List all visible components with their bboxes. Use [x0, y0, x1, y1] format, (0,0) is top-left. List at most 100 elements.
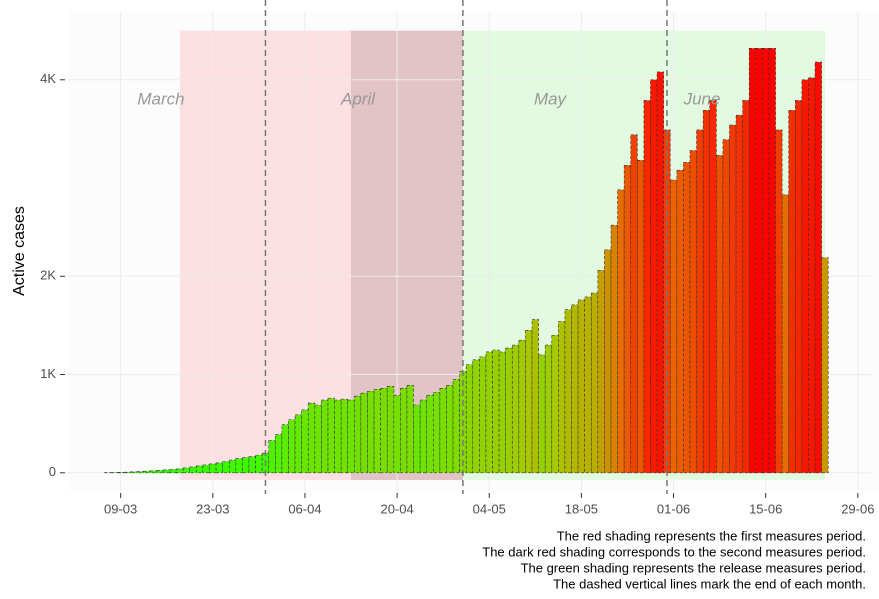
bar	[716, 155, 724, 474]
bar	[367, 390, 375, 474]
bar	[584, 296, 592, 474]
bar	[479, 356, 487, 474]
y-axis-label: Active cases	[11, 206, 28, 296]
bar	[597, 270, 605, 474]
bar	[149, 470, 158, 474]
bar	[393, 394, 401, 474]
bar	[400, 388, 408, 474]
bar	[748, 48, 757, 474]
bar	[169, 469, 177, 474]
bar	[564, 309, 572, 474]
bar	[577, 299, 585, 474]
bar	[590, 292, 599, 474]
bar	[143, 470, 151, 474]
bar	[452, 379, 460, 474]
bar	[307, 402, 316, 474]
bar	[808, 77, 816, 474]
bar	[176, 468, 184, 474]
bar	[795, 100, 803, 474]
month-label: June	[683, 89, 721, 108]
bar	[294, 414, 302, 474]
caption: The green shading represents the release…	[521, 560, 866, 575]
bar	[215, 462, 223, 474]
bar	[485, 351, 493, 474]
bar	[426, 394, 434, 474]
bar	[242, 457, 250, 474]
y-tick-label: 2K	[40, 268, 56, 283]
bar	[163, 469, 171, 474]
bar	[386, 386, 395, 474]
bar	[498, 351, 507, 474]
bar	[683, 162, 691, 474]
x-tick-label: 18-05	[565, 501, 598, 516]
bar	[235, 458, 243, 474]
bar	[696, 129, 704, 474]
bar	[130, 471, 138, 474]
bar	[334, 399, 342, 474]
bar	[505, 347, 513, 474]
bar	[275, 434, 283, 474]
bar	[801, 79, 809, 474]
bar	[314, 404, 322, 474]
bar	[492, 349, 500, 474]
bar	[281, 424, 289, 474]
x-tick-label: 23-03	[196, 501, 229, 516]
bar	[360, 392, 368, 474]
bar	[248, 456, 256, 474]
caption: The red shading represents the first mea…	[557, 528, 866, 543]
bar	[768, 48, 776, 474]
bar	[465, 364, 474, 474]
bar	[821, 257, 829, 474]
bar	[156, 470, 164, 474]
bar	[722, 139, 730, 474]
y-tick-label: 0	[49, 464, 56, 479]
bar	[340, 398, 349, 474]
bar	[136, 471, 144, 474]
bar	[610, 224, 618, 474]
bar	[762, 48, 770, 474]
x-tick-label: 09-03	[104, 501, 137, 516]
bar	[531, 319, 539, 474]
bar	[189, 466, 197, 474]
bar	[781, 194, 790, 474]
bar	[788, 109, 796, 474]
bar	[327, 397, 335, 474]
bar	[709, 100, 717, 474]
bar	[637, 160, 645, 474]
bar	[288, 419, 296, 474]
month-label: March	[137, 89, 184, 108]
bar	[446, 385, 454, 474]
bar	[650, 79, 658, 474]
x-tick-label: 29-06	[841, 501, 874, 516]
bar	[209, 463, 217, 474]
x-tick-label: 04-05	[473, 501, 506, 516]
bar	[255, 454, 263, 474]
bar	[742, 100, 750, 474]
bar	[525, 330, 533, 474]
caption: The dark red shading corresponds to the …	[482, 544, 866, 559]
bar	[182, 467, 191, 474]
bar	[196, 465, 204, 474]
bar	[268, 440, 276, 474]
bar	[689, 150, 697, 474]
bar	[623, 164, 632, 474]
bar	[775, 129, 783, 474]
bar	[439, 388, 447, 474]
bar	[123, 471, 131, 474]
month-label: April	[340, 89, 376, 108]
bar	[544, 344, 553, 474]
bar	[321, 399, 329, 474]
bar	[676, 169, 684, 474]
bar	[419, 399, 428, 474]
x-tick-label: 20-04	[380, 501, 413, 516]
bar	[380, 388, 388, 474]
bar	[518, 339, 526, 474]
bar	[604, 249, 612, 474]
caption: The dashed vertical lines mark the end o…	[553, 576, 866, 591]
bar	[702, 109, 711, 474]
bar	[669, 179, 678, 474]
bar	[571, 304, 579, 474]
bar	[228, 459, 237, 474]
bar	[472, 359, 480, 474]
